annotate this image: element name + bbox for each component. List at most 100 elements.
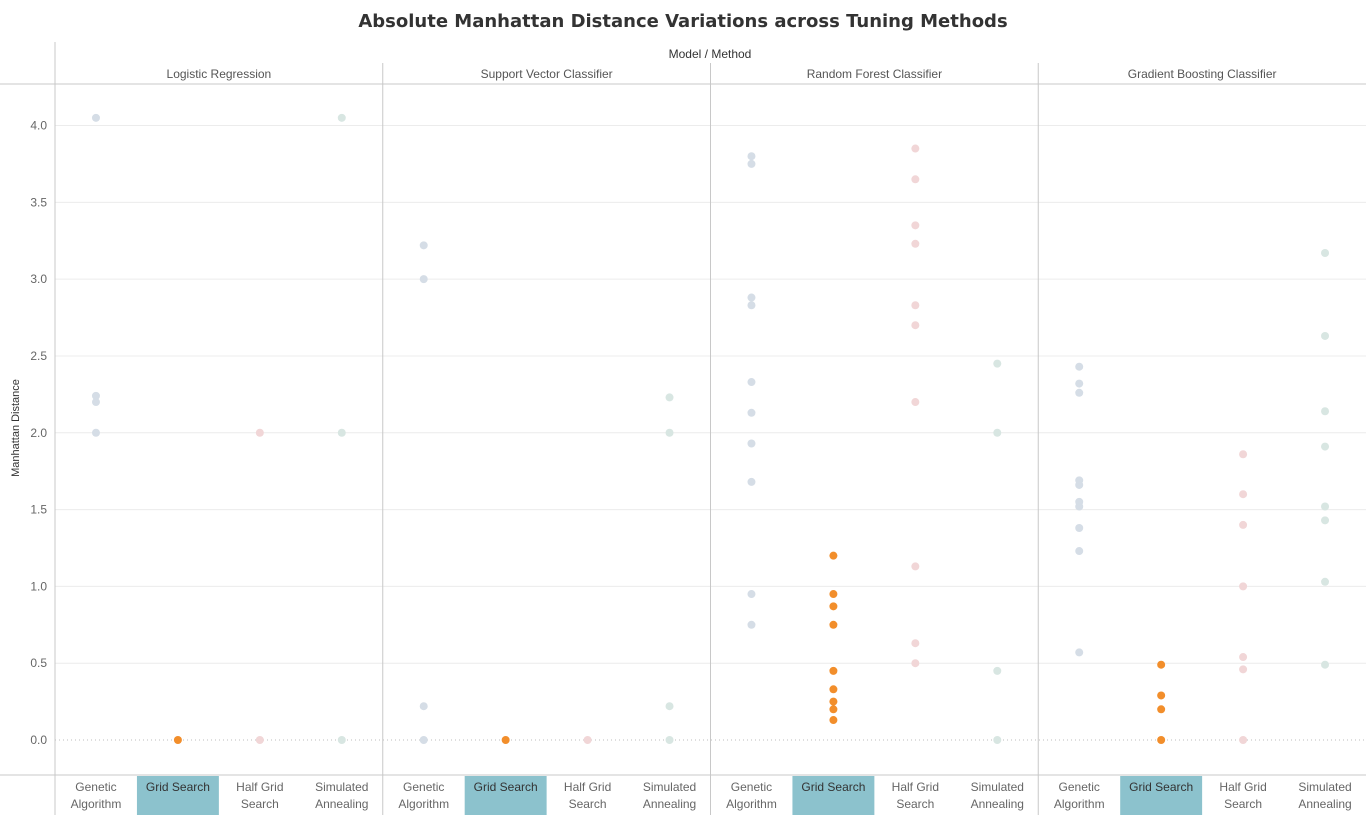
data-point: [829, 602, 838, 611]
x-category-label: Simulated: [1298, 780, 1351, 794]
y-tick-label: 3.0: [30, 272, 47, 286]
data-point: [829, 590, 838, 599]
data-point: [1321, 331, 1330, 340]
data-point: [911, 144, 920, 153]
data-point: [993, 736, 1002, 744]
x-category-label: Half Grid: [236, 780, 283, 794]
x-category-label: Half Grid: [892, 780, 939, 794]
data-point: [1075, 362, 1084, 371]
data-point: [1075, 648, 1084, 657]
x-category-layer: Genetic Algorithm Grid Search Half Grid Sear…: [71, 776, 1352, 815]
x-category-label: Search: [896, 797, 934, 811]
x-category-label: Simulated: [971, 780, 1024, 794]
data-point: [1157, 705, 1166, 714]
x-category-label: Half Grid: [1219, 780, 1266, 794]
data-point: [1075, 502, 1084, 511]
y-tick-label: 0.5: [30, 656, 47, 670]
frame-layer: [0, 42, 1366, 815]
data-point: [911, 221, 920, 230]
data-point: [419, 275, 428, 284]
data-point: [1239, 450, 1248, 459]
data-point: [747, 408, 756, 417]
data-point: [1157, 660, 1166, 669]
highlighted-method-bg: [136, 776, 219, 815]
model-header: Support Vector Classifier: [481, 67, 613, 81]
y-tick-label: 4.0: [30, 119, 47, 133]
x-category-label: Annealing: [971, 797, 1024, 811]
data-point: [419, 241, 428, 250]
data-point: [911, 239, 920, 248]
grid-layer: [55, 125, 1366, 741]
data-point: [1157, 691, 1166, 700]
data-point: [1239, 736, 1248, 744]
column-header: Model / Method: [669, 47, 752, 61]
data-point: [911, 175, 920, 184]
data-point: [911, 659, 920, 668]
y-tick-label: 3.5: [30, 195, 47, 209]
data-point: [1321, 502, 1330, 511]
data-point: [747, 477, 756, 486]
data-point: [993, 428, 1002, 437]
data-point: [1321, 249, 1330, 258]
x-category-label: Genetic: [403, 780, 444, 794]
x-category-label: Simulated: [315, 780, 368, 794]
data-point: [665, 393, 674, 402]
data-point: [911, 562, 920, 571]
data-point: [1321, 660, 1330, 669]
x-category-label: Genetic: [731, 780, 772, 794]
x-category-label: Algorithm: [71, 797, 122, 811]
data-point: [337, 428, 346, 437]
model-header: Gradient Boosting Classifier: [1128, 67, 1277, 81]
data-point: [91, 391, 100, 400]
model-header-layer: Logistic Regression Support Vector Classi…: [167, 67, 1277, 81]
data-point: [829, 551, 838, 560]
data-point: [419, 736, 428, 744]
data-point: [829, 666, 838, 675]
x-category-label: Grid Search: [146, 780, 210, 794]
x-category-label: Grid Search: [1129, 780, 1193, 794]
x-category-label: Grid Search: [801, 780, 865, 794]
x-category-label: Genetic: [75, 780, 116, 794]
data-point: [911, 301, 920, 310]
x-category-label: Search: [569, 797, 607, 811]
data-point: [255, 428, 264, 437]
data-point: [1239, 653, 1248, 662]
data-point: [1075, 379, 1084, 388]
data-point: [747, 301, 756, 310]
data-point: [1321, 407, 1330, 416]
y-tick-label: 2.5: [30, 349, 47, 363]
data-point: [911, 398, 920, 407]
data-point: [747, 159, 756, 168]
data-point: [419, 702, 428, 711]
data-point: [829, 685, 838, 694]
data-point: [665, 702, 674, 711]
data-point: [665, 736, 674, 744]
points-layer: [91, 113, 1330, 744]
x-category-label: Grid Search: [474, 780, 538, 794]
data-point: [1239, 665, 1248, 674]
y-tick-label: 0.0: [30, 733, 47, 747]
x-category-label: Algorithm: [1054, 797, 1105, 811]
x-category-label: Search: [241, 797, 279, 811]
data-point: [1157, 736, 1166, 744]
y-tick-label: 1.0: [30, 579, 47, 593]
highlighted-method-bg: [792, 776, 875, 815]
data-point: [1075, 388, 1084, 397]
data-point: [337, 736, 346, 744]
data-point: [1321, 577, 1330, 586]
data-point: [583, 736, 592, 744]
x-category-label: Algorithm: [398, 797, 449, 811]
data-point: [747, 439, 756, 448]
x-category-label: Annealing: [643, 797, 696, 811]
data-point: [501, 736, 510, 744]
data-point: [747, 293, 756, 302]
data-point: [1321, 442, 1330, 451]
model-header: Logistic Regression: [167, 67, 272, 81]
y-tick-layer: 0.0 0.5 1.0 1.5 2.0 2.5 3.0 3.5 4.0: [30, 119, 47, 748]
x-category-label: Half Grid: [564, 780, 611, 794]
data-point: [993, 666, 1002, 675]
data-point: [993, 359, 1002, 368]
highlighted-method-bg: [464, 776, 547, 815]
x-category-label: Annealing: [315, 797, 368, 811]
